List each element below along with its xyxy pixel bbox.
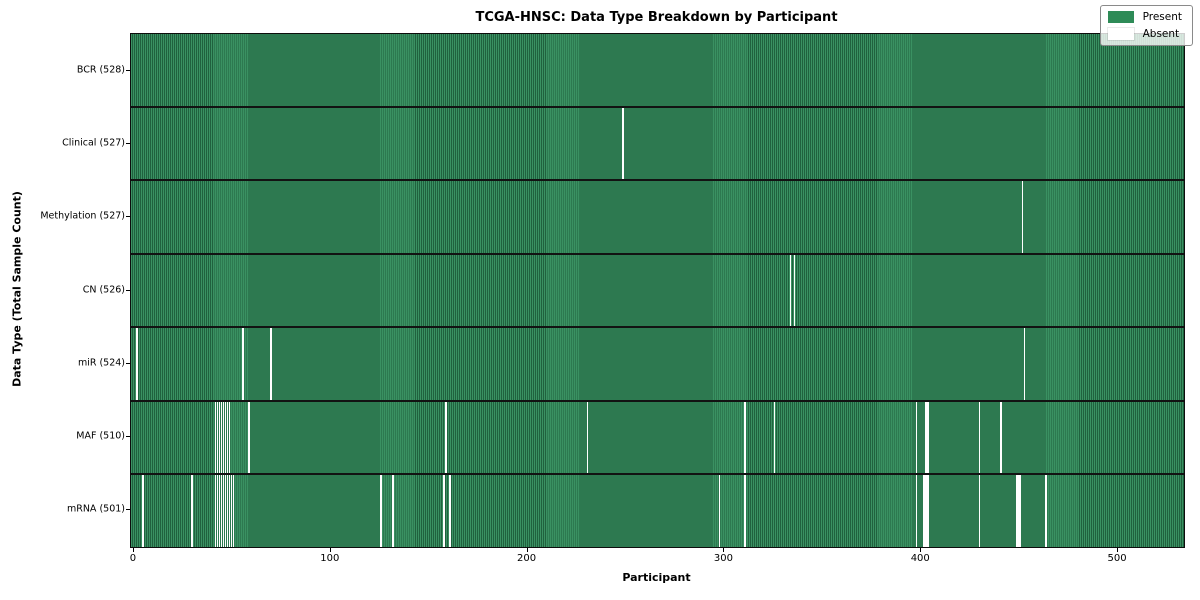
absent-marker xyxy=(222,475,225,548)
heatmap-row-clinical xyxy=(131,107,1184,182)
absent-marker xyxy=(1021,181,1024,253)
absent-marker xyxy=(1017,475,1020,548)
absent-marker xyxy=(622,107,624,180)
x-tick-label: 300 xyxy=(713,553,733,564)
y-tick xyxy=(126,509,130,511)
x-tick xyxy=(920,548,922,552)
y-tick-label: CN (526) xyxy=(82,284,125,295)
y-tick xyxy=(126,216,130,218)
x-tick-label: 400 xyxy=(910,553,930,564)
absent-marker xyxy=(586,401,589,474)
heatmap-row-bcr xyxy=(131,34,1184,108)
absent-marker xyxy=(392,475,394,548)
x-axis-label: Participant xyxy=(622,571,691,584)
legend: Present Absent xyxy=(1099,5,1193,46)
absent-marker xyxy=(915,475,918,548)
absent-marker xyxy=(443,475,445,548)
absent-marker xyxy=(220,475,223,548)
absent-marker xyxy=(214,475,217,548)
absent-marker xyxy=(923,475,926,548)
absent-marker xyxy=(214,401,217,474)
absent-marker xyxy=(915,401,918,474)
absent-marker xyxy=(445,401,447,474)
legend-swatch-absent xyxy=(1106,27,1135,41)
absent-marker xyxy=(718,475,721,548)
absent-marker xyxy=(142,475,144,548)
legend-item-absent: Absent xyxy=(1106,27,1182,41)
absent-marker xyxy=(1023,328,1026,400)
chart-title: TCGA-HNSC: Data Type Breakdown by Partic… xyxy=(475,10,838,25)
legend-item-present: Present xyxy=(1107,11,1182,23)
absent-marker xyxy=(224,475,227,548)
y-tick xyxy=(126,289,130,291)
x-tick-label: 200 xyxy=(517,553,537,564)
x-tick xyxy=(526,548,528,552)
absent-marker xyxy=(1019,475,1022,548)
absent-marker xyxy=(744,401,746,474)
absent-marker xyxy=(744,475,746,548)
absent-marker xyxy=(226,401,229,474)
absent-marker xyxy=(978,475,981,548)
x-tick-label: 500 xyxy=(1107,553,1127,564)
absent-marker xyxy=(380,475,382,548)
x-tick-label: 0 xyxy=(129,553,137,564)
y-tick-label: Methylation (527) xyxy=(40,210,125,222)
absent-marker xyxy=(226,475,229,548)
absent-marker xyxy=(978,401,981,474)
absent-marker xyxy=(216,401,219,474)
absent-marker xyxy=(228,475,231,548)
y-tick xyxy=(126,69,130,71)
absent-marker xyxy=(925,475,927,548)
heatmap-plot-area xyxy=(130,33,1185,548)
absent-marker xyxy=(927,475,929,548)
x-tick xyxy=(329,548,331,552)
absent-marker xyxy=(230,475,233,548)
heatmap-row-methylation xyxy=(131,181,1184,255)
absent-marker xyxy=(1000,401,1002,474)
heatmap-row-mrna xyxy=(131,475,1184,548)
absent-marker xyxy=(927,401,929,474)
absent-marker xyxy=(218,475,221,548)
y-tick-label: BCR (528) xyxy=(76,64,125,76)
y-tick xyxy=(126,362,130,364)
y-tick xyxy=(126,436,130,438)
x-tick xyxy=(1117,548,1119,552)
x-tick-label: 100 xyxy=(320,553,340,564)
absent-marker xyxy=(228,401,231,474)
heatmap-row-cn xyxy=(131,254,1184,329)
absent-marker xyxy=(222,401,225,474)
absent-marker xyxy=(793,254,796,327)
absent-marker xyxy=(218,401,221,474)
legend-label: Present xyxy=(1142,11,1182,23)
absent-marker xyxy=(449,475,451,548)
y-tick xyxy=(126,142,130,144)
y-tick-label: miR (524) xyxy=(77,357,125,369)
absent-marker xyxy=(925,401,927,474)
absent-marker xyxy=(232,475,235,548)
y-tick-label: MAF (510) xyxy=(76,430,125,442)
y-tick-label: Clinical (527) xyxy=(62,137,125,149)
absent-marker xyxy=(773,401,776,474)
absent-marker xyxy=(216,475,219,548)
absent-marker xyxy=(136,328,138,400)
legend-label: Absent xyxy=(1142,28,1180,40)
absent-marker xyxy=(220,401,223,474)
absent-marker xyxy=(1015,475,1018,548)
absent-marker xyxy=(269,328,272,400)
y-tick-label: mRNA (501) xyxy=(66,503,125,515)
absent-marker xyxy=(242,328,245,400)
absent-marker xyxy=(789,254,792,327)
absent-marker xyxy=(224,401,227,474)
absent-marker xyxy=(248,401,250,474)
absent-marker xyxy=(1045,475,1048,548)
absent-marker xyxy=(191,475,193,548)
x-tick xyxy=(723,548,725,552)
x-tick xyxy=(132,548,134,552)
legend-swatch-present xyxy=(1107,11,1134,23)
heatmap-row-mir xyxy=(131,328,1184,402)
heatmap-row-maf xyxy=(131,401,1184,476)
